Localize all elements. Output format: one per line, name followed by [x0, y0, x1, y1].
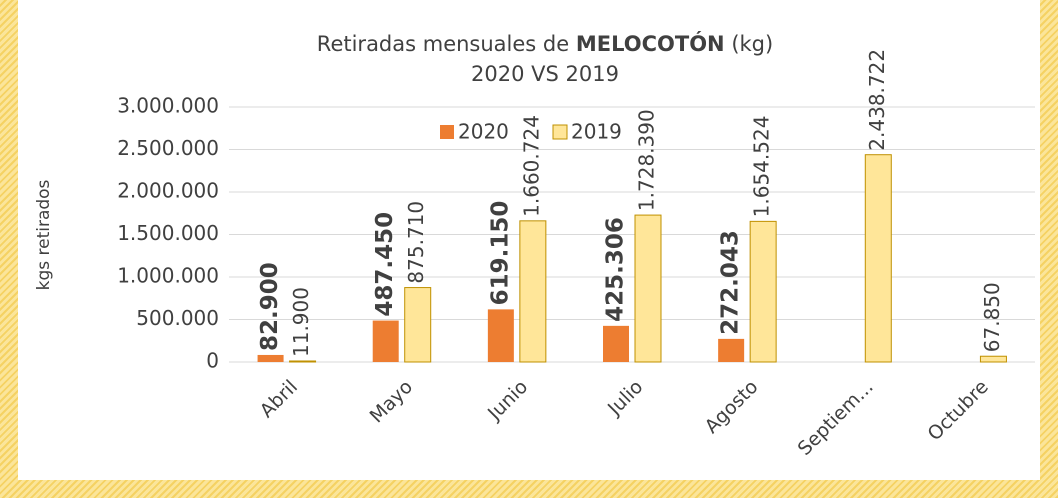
chart-subtitle: 2020 VS 2019	[471, 62, 619, 86]
chart-title: Retiradas mensuales de MELOCOTÓN (kg)	[317, 31, 773, 56]
data-label: 619.150	[487, 201, 513, 306]
x-tick-label: Mayo	[366, 376, 418, 428]
data-label: 875.710	[404, 201, 428, 284]
title-part: (kg)	[731, 32, 773, 56]
x-tick-label: Septiem...	[794, 376, 878, 460]
data-label: 425.306	[603, 217, 629, 322]
title-part: Retiradas mensuales de	[317, 32, 569, 56]
bar	[404, 287, 432, 363]
legend-swatch	[440, 125, 454, 139]
bar	[257, 354, 284, 362]
data-label: 1.654.524	[750, 116, 774, 218]
bar	[289, 360, 317, 363]
y-tick-label: 1.500.000	[117, 221, 219, 245]
x-tick-label: Agosto	[701, 376, 763, 438]
y-tick-label: 2.000.000	[117, 179, 219, 203]
bar	[634, 214, 662, 363]
legend-label: 2020	[458, 120, 509, 144]
data-label: 1.728.390	[635, 109, 659, 211]
data-label: 272.043	[718, 230, 744, 335]
data-label: 487.450	[372, 212, 398, 317]
bar	[487, 309, 514, 362]
y-tick-label: 500.000	[136, 306, 219, 330]
x-tick-label: Octubre	[924, 376, 993, 445]
y-tick-label: 2.500.000	[117, 136, 219, 160]
data-label: 67.850	[980, 282, 1004, 352]
y-tick-label: 3.000.000	[117, 94, 219, 118]
y-tick-label: 1.000.000	[117, 264, 219, 288]
bar	[864, 154, 892, 363]
bar	[372, 320, 399, 362]
bar	[603, 325, 629, 362]
data-label: 82.900	[257, 262, 283, 351]
bar	[979, 355, 1007, 363]
bar	[519, 220, 547, 363]
x-tick-label: Abril	[256, 376, 302, 422]
y-axis-label: kgs retirados	[34, 179, 54, 290]
data-label: 1.660.724	[519, 115, 543, 217]
x-tick-label: Julio	[603, 376, 647, 420]
legend-swatch	[552, 124, 568, 140]
legend-label: 2019	[571, 120, 622, 144]
x-tick-label: Junio	[483, 376, 532, 425]
data-label: 2.438.722	[865, 49, 889, 151]
bar	[749, 220, 777, 363]
y-tick-label: 0	[206, 349, 219, 373]
title-emphasis: MELOCOTÓN	[576, 31, 725, 56]
data-label: 11.900	[289, 287, 313, 357]
bar	[718, 338, 745, 362]
